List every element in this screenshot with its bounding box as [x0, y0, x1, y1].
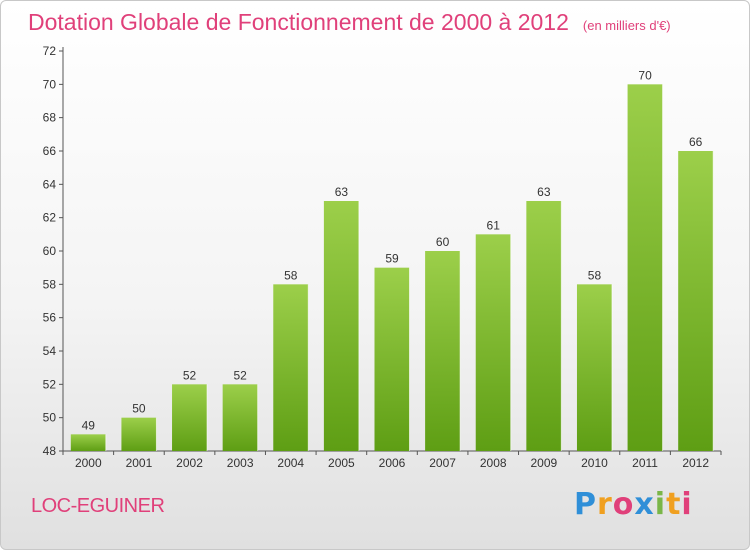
y-tick-label: 70	[43, 77, 57, 91]
x-tick-label: 2010	[581, 456, 608, 470]
bar	[121, 417, 157, 451]
y-tick-label: 56	[43, 311, 57, 325]
logo-letter: r	[597, 487, 613, 522]
proxiti-logo[interactable]: Proxiti	[574, 487, 693, 522]
x-tick-label: 2006	[379, 456, 406, 470]
y-tick-label: 52	[43, 377, 57, 391]
bar	[172, 384, 208, 451]
bar-value-label: 59	[385, 252, 399, 266]
bar-value-label: 52	[183, 368, 197, 382]
x-tick-label: 2009	[530, 456, 557, 470]
bar	[222, 384, 258, 451]
bar	[323, 201, 359, 451]
logo-letter: P	[574, 487, 597, 522]
logo-letter: x	[634, 487, 655, 522]
bar-value-label: 70	[638, 68, 652, 82]
y-tick-label: 48	[43, 444, 57, 458]
bar	[425, 251, 461, 451]
bar-value-label: 58	[284, 268, 298, 282]
x-tick-label: 2005	[328, 456, 355, 470]
logo-letter: o	[612, 487, 635, 522]
logo-letter: t	[666, 487, 682, 522]
bar	[678, 151, 714, 451]
y-tick-label: 64	[43, 177, 57, 191]
x-tick-label: 2001	[126, 456, 153, 470]
place-name: LOC-EGUINER	[31, 495, 165, 517]
bar-value-label: 60	[436, 235, 450, 249]
y-tick-label: 54	[43, 344, 57, 358]
unit-label: (en milliers d'€)	[582, 18, 671, 33]
x-tick-label: 2011	[632, 456, 658, 470]
x-tick-label: 2008	[480, 456, 507, 470]
bar	[374, 267, 410, 451]
y-tick-label: 72	[43, 44, 57, 58]
title-text: Dotation Globale de Fonctionnement de 20…	[28, 9, 569, 35]
y-tick-label: 60	[43, 244, 57, 258]
bar	[627, 84, 663, 451]
y-tick-label: 62	[43, 211, 57, 225]
bar	[70, 434, 106, 451]
x-tick-label: 2004	[277, 456, 304, 470]
x-tick-label: 2007	[429, 456, 456, 470]
bar	[526, 201, 562, 451]
logo-letter: i	[654, 487, 667, 522]
y-tick-label: 68	[43, 111, 57, 125]
x-tick-label: 2012	[682, 456, 709, 470]
logo-letter: i	[681, 487, 693, 522]
bar-value-label: 50	[132, 402, 146, 416]
y-tick-label: 58	[43, 277, 57, 291]
bar	[576, 284, 612, 451]
x-tick-label: 2002	[176, 456, 203, 470]
bar-value-label: 66	[689, 135, 703, 149]
y-tick-label: 66	[43, 144, 57, 158]
bar-value-label: 63	[537, 185, 551, 199]
bar	[475, 234, 511, 451]
bar	[273, 284, 309, 451]
x-tick-label: 2000	[75, 456, 102, 470]
bar-value-label: 58	[588, 268, 602, 282]
bar-value-label: 52	[233, 368, 247, 382]
y-tick-label: 50	[43, 411, 57, 425]
bar-value-label: 49	[82, 418, 96, 432]
bar-value-label: 61	[487, 218, 501, 232]
bar-value-label: 63	[335, 185, 349, 199]
x-tick-label: 2003	[227, 456, 254, 470]
chart-title: Dotation Globale de Fonctionnement de 20…	[28, 9, 671, 36]
